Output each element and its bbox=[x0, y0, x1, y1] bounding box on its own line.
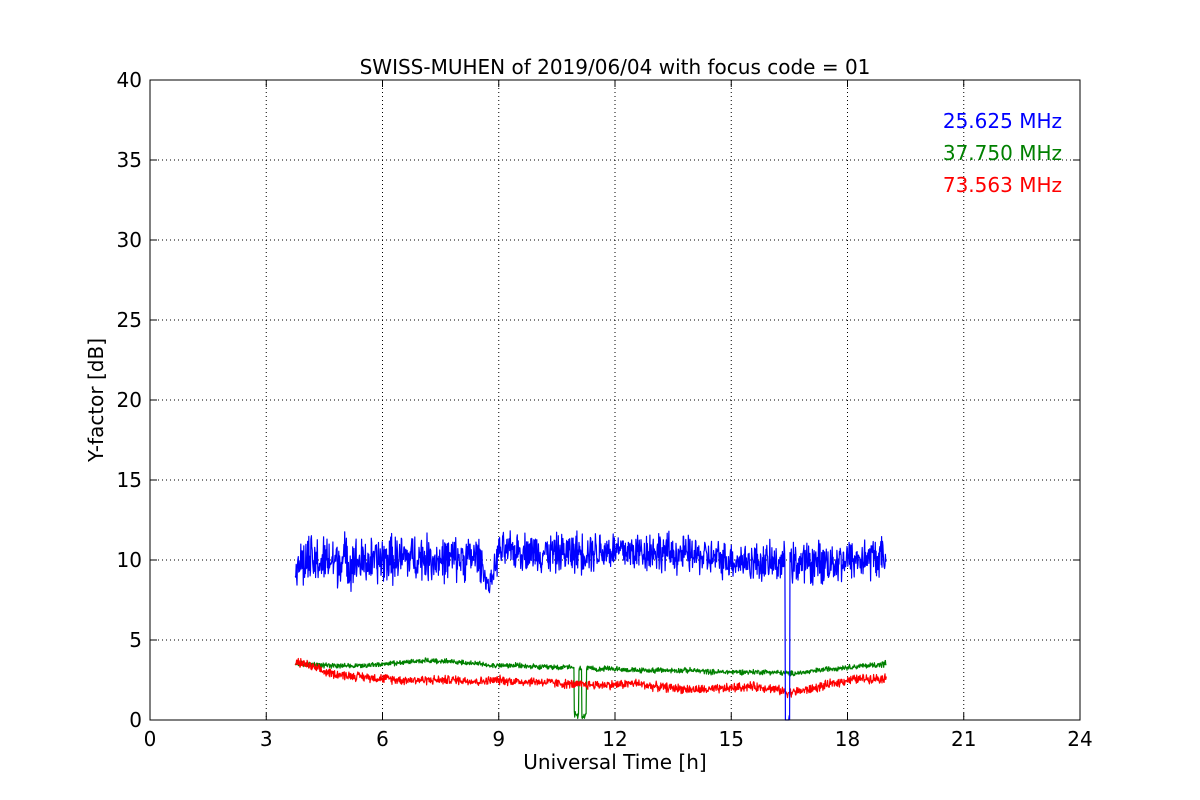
x-tick-label: 18 bbox=[835, 727, 860, 751]
grid-lines bbox=[150, 80, 1080, 720]
x-tick-labels: 0 3 6 9 12 15 18 21 24 bbox=[144, 727, 1093, 751]
axis-ticks bbox=[149, 79, 1081, 721]
legend: 25.625 MHz 37.750 MHz 73.563 MHz bbox=[943, 109, 1062, 197]
chart-title: SWISS-MUHEN of 2019/06/04 with focus cod… bbox=[360, 55, 871, 79]
x-tick-label: 12 bbox=[602, 727, 627, 751]
series-line bbox=[294, 657, 887, 720]
x-tick-label: 0 bbox=[144, 727, 157, 751]
x-axis-label: Universal Time [h] bbox=[523, 750, 706, 774]
y-tick-label: 5 bbox=[129, 628, 142, 652]
y-tick-labels: 0 5 10 15 20 25 30 35 40 bbox=[117, 68, 142, 732]
y-tick-label: 15 bbox=[117, 468, 142, 492]
legend-label: 25.625 MHz bbox=[943, 109, 1062, 133]
x-tick-label: 9 bbox=[492, 727, 505, 751]
x-tick-label: 24 bbox=[1067, 727, 1092, 751]
x-tick-label: 3 bbox=[260, 727, 273, 751]
y-tick-label: 0 bbox=[129, 708, 142, 732]
y-tick-label: 40 bbox=[117, 68, 142, 92]
series-line bbox=[294, 657, 887, 699]
y-tick-label: 10 bbox=[117, 548, 142, 572]
y-tick-label: 25 bbox=[117, 308, 142, 332]
y-tick-label: 35 bbox=[117, 148, 142, 172]
y-tick-label: 30 bbox=[117, 228, 142, 252]
legend-label: 37.750 MHz bbox=[943, 141, 1062, 165]
y-axis-label: Y-factor [dB] bbox=[84, 338, 108, 463]
legend-label: 73.563 MHz bbox=[943, 173, 1062, 197]
x-tick-label: 21 bbox=[951, 727, 976, 751]
x-tick-label: 6 bbox=[376, 727, 389, 751]
x-tick-label: 15 bbox=[719, 727, 744, 751]
y-tick-label: 20 bbox=[117, 388, 142, 412]
